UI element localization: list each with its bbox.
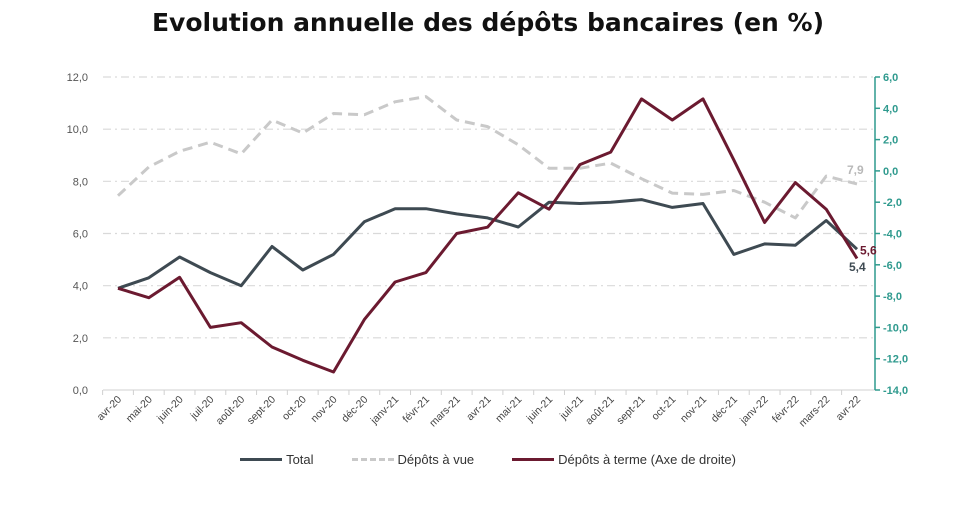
x-tick-label: sept-20 xyxy=(245,394,278,427)
y-left-tick-label: 12,0 xyxy=(67,72,88,84)
y-left-tick-label: 0,0 xyxy=(73,385,88,397)
x-tick-label: mai-21 xyxy=(493,394,524,425)
data-label-terme: 5,6 xyxy=(860,244,877,258)
x-tick-label: août-21 xyxy=(583,394,617,428)
x-tick-label: nov-21 xyxy=(678,394,709,425)
x-tick-label: oct-20 xyxy=(280,394,309,423)
x-tick-label: déc-20 xyxy=(339,394,370,425)
x-tick-label: sept-21 xyxy=(614,394,647,427)
data-label-vue: 7,9 xyxy=(847,163,864,177)
legend-swatch-vue xyxy=(351,458,394,461)
y-right-tick-label: -12,0 xyxy=(883,354,908,366)
x-tick-label: nov-20 xyxy=(308,394,339,425)
y-left-tick-label: 4,0 xyxy=(73,281,88,293)
series-line-total xyxy=(117,198,859,290)
x-tick-label: mars-21 xyxy=(427,394,463,430)
x-tick-label: juin-21 xyxy=(524,394,556,426)
y-right-tick-label: 0,0 xyxy=(883,166,898,178)
x-tick-label: avr-22 xyxy=(834,394,864,424)
x-tick-label: déc-21 xyxy=(709,394,740,425)
legend-item-total: Total xyxy=(240,452,314,467)
legend-label: Dépôts à vue xyxy=(397,452,475,467)
x-tick-label: janv-22 xyxy=(737,394,771,428)
y-right-tick-label: 2,0 xyxy=(883,135,898,147)
y-right-tick-label: -14,0 xyxy=(883,385,908,397)
x-tick-label: juil-21 xyxy=(557,394,586,423)
y-right-tick-label: -2,0 xyxy=(883,197,902,209)
x-tick-label: janv-21 xyxy=(368,394,402,428)
x-tick-label: août-20 xyxy=(214,394,248,428)
legend-swatch-total xyxy=(240,458,283,461)
y-right-tick-label: 4,0 xyxy=(883,103,898,115)
legend-item-vue: Dépôts à vue xyxy=(351,452,475,467)
y-right-tick-label: -4,0 xyxy=(883,229,902,241)
x-tick-label: juin-20 xyxy=(154,394,186,426)
x-tick-label: oct-21 xyxy=(649,394,678,423)
series-line-terme xyxy=(117,97,859,374)
legend-swatch-terme xyxy=(512,458,555,461)
data-label-total: 5,4 xyxy=(849,260,866,274)
legend-item-terme: Dépôts à terme (Axe de droite) xyxy=(512,452,736,467)
x-tick-label: mars-22 xyxy=(797,394,833,430)
y-right-tick-label: -10,0 xyxy=(883,322,908,334)
x-tick-label: avr-20 xyxy=(95,394,125,424)
x-tick-label: mai-20 xyxy=(124,394,155,425)
y-right-tick-label: 6,0 xyxy=(883,72,898,84)
y-left-tick-label: 10,0 xyxy=(67,124,88,136)
y-right-tick-label: -8,0 xyxy=(883,291,902,303)
x-tick-label: avr-21 xyxy=(464,394,494,424)
legend: Total Dépôts à vue Dépôts à terme (Axe d… xyxy=(0,452,976,467)
legend-label: Total xyxy=(286,452,314,467)
y-left-tick-label: 8,0 xyxy=(73,176,88,188)
series-line-vue xyxy=(116,95,858,220)
y-right-tick-label: -6,0 xyxy=(883,260,902,272)
y-left-tick-label: 2,0 xyxy=(73,333,88,345)
chart-title: Evolution annuelle des dépôts bancaires … xyxy=(151,8,825,37)
legend-label: Dépôts à terme (Axe de droite) xyxy=(558,452,736,467)
y-left-tick-label: 6,0 xyxy=(73,229,88,241)
x-tick-label: juil-20 xyxy=(187,394,216,423)
